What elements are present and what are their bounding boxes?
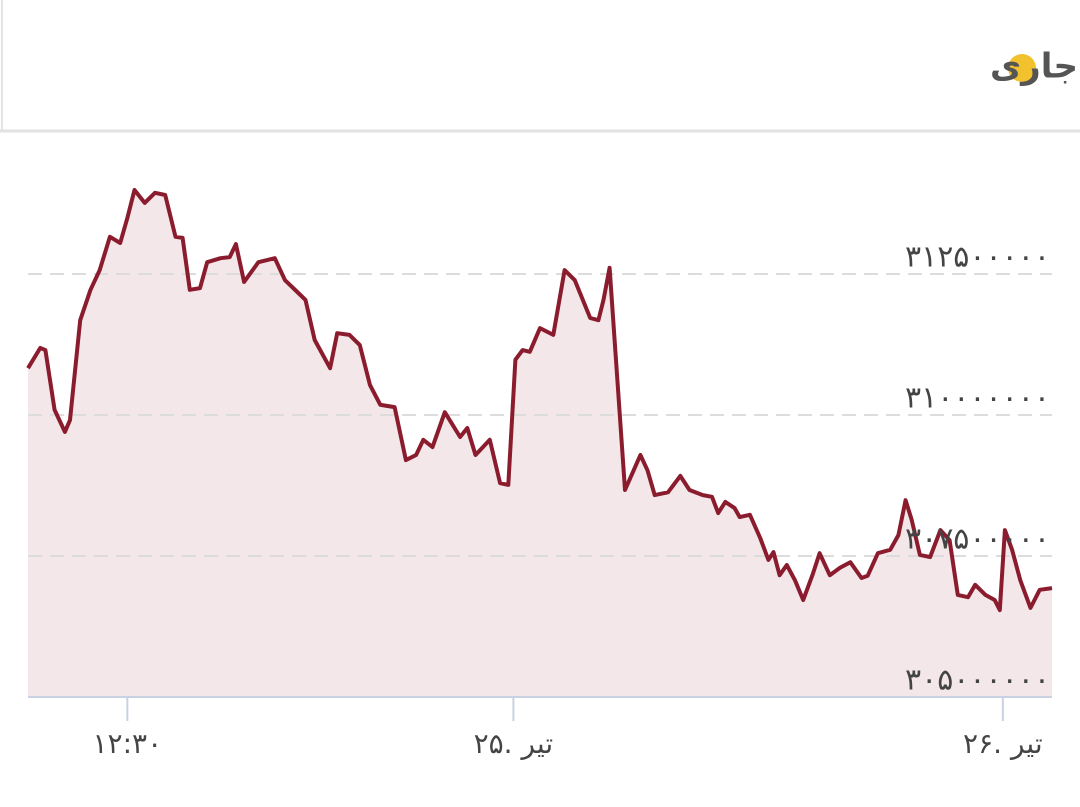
x-tick-label: ۲۵. تیر <box>474 727 554 760</box>
y-tick-label: ۳۰۵۰۰۰۰۰۰ <box>905 663 1050 698</box>
plot: ۳۰۵۰۰۰۰۰۰ ۳۰۷۵۰۰۰۰۰ ۳۱۰۰۰۰۰۰۰ ۳۱۲۵۰۰۰۰۰ ۱۲:۳… <box>26 188 1053 760</box>
line <box>26 188 1053 613</box>
title-dot <box>1008 54 1036 82</box>
y-tick-label: ۳۱۲۵۰۰۰۰۰ <box>905 240 1050 275</box>
area <box>28 190 1052 697</box>
y-tick-label: ۳۰۷۵۰۰۰۰۰ <box>905 522 1050 557</box>
x-tick-label: ۱۲:۳۰ <box>93 727 163 760</box>
y-tick-label: ۳۱۰۰۰۰۰۰۰ <box>905 381 1050 416</box>
chart-title: نوسانات آبشده نقدی در روز جاری <box>990 45 1080 87</box>
x-tick-label: ۲۶. تیر <box>963 727 1043 760</box>
